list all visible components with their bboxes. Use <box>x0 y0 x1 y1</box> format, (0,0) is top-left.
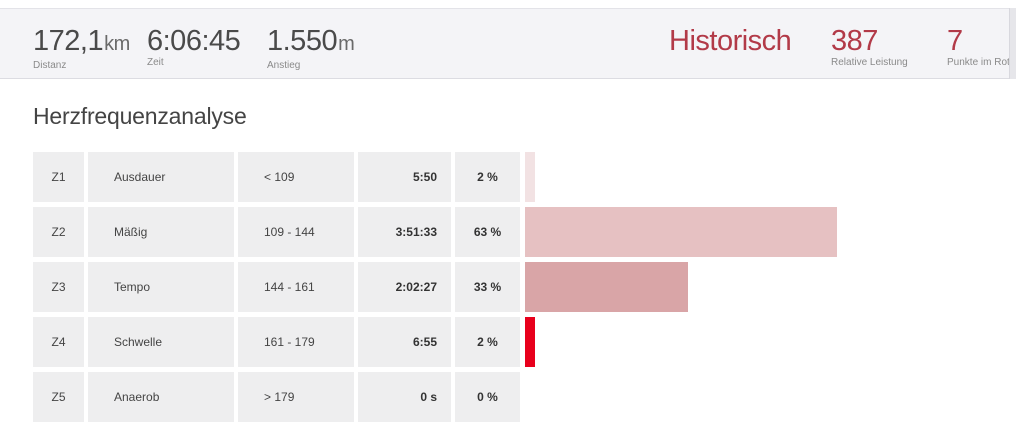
zone-time: 5:50 <box>358 152 451 202</box>
zone-bar <box>525 317 535 367</box>
zone-time: 6:55 <box>358 317 451 367</box>
zone-id: Z2 <box>33 207 84 257</box>
red-points-value: 7 <box>947 26 963 57</box>
distance-unit: km <box>104 33 130 55</box>
section-title: Herzfrequenzanalyse <box>33 103 247 129</box>
time-value: 6:06:45 <box>147 25 241 57</box>
historic-stat: Historisch <box>669 25 792 57</box>
time-stat: 6:06:45 Zeit <box>147 25 241 68</box>
zone-bpm-range: 161 - 179 <box>238 317 354 367</box>
relative-effort-label: Relative Leistung <box>831 57 908 68</box>
historic-value: Historisch <box>669 25 792 57</box>
zone-bar <box>525 262 688 312</box>
scrollbar-edge[interactable] <box>1009 8 1016 79</box>
zone-percent: 0 % <box>455 372 520 422</box>
activity-stats-bar: 172,1km Distanz 6:06:45 Zeit 1.550m Anst… <box>0 8 1016 79</box>
relative-effort-value: 387 <box>831 25 878 57</box>
climb-stat: 1.550m Anstieg <box>267 25 355 71</box>
zone-percent: 2 % <box>455 317 520 367</box>
zone-id: Z4 <box>33 317 84 367</box>
zone-name: Ausdauer <box>88 152 234 202</box>
zone-id: Z3 <box>33 262 84 312</box>
zone-row: Z2 Mäßig 109 - 144 3:51:33 63 % <box>33 207 1016 262</box>
zone-percent: 63 % <box>455 207 520 257</box>
zone-bar <box>525 152 535 202</box>
zone-id: Z1 <box>33 152 84 202</box>
time-label: Zeit <box>147 57 164 68</box>
zone-time: 3:51:33 <box>358 207 451 257</box>
red-points-label: Punkte im Rot <box>947 57 1009 68</box>
zone-bpm-range: 109 - 144 <box>238 207 354 257</box>
zone-bpm-range: 144 - 161 <box>238 262 354 312</box>
distance-value: 172,1 <box>33 25 104 57</box>
zone-name: Anaerob <box>88 372 234 422</box>
distance-label: Distanz <box>33 60 67 71</box>
zone-bpm-range: > 179 <box>238 372 354 422</box>
distance-stat: 172,1km Distanz <box>33 26 130 71</box>
zone-row: Z1 Ausdauer < 109 5:50 2 % <box>33 152 1016 207</box>
heart-rate-zones-table: Z1 Ausdauer < 109 5:50 2 % Z2 Mäßig 109 … <box>33 152 1016 427</box>
zone-percent: 2 % <box>455 152 520 202</box>
relative-effort-stat: 387 Relative Leistung <box>831 26 908 68</box>
zone-id: Z5 <box>33 372 84 422</box>
zone-bar <box>525 207 837 257</box>
zone-row: Z3 Tempo 144 - 161 2:02:27 33 % <box>33 262 1016 317</box>
zone-row: Z4 Schwelle 161 - 179 6:55 2 % <box>33 317 1016 372</box>
zone-bpm-range: < 109 <box>238 152 354 202</box>
zone-row: Z5 Anaerob > 179 0 s 0 % <box>33 372 1016 427</box>
zone-time: 2:02:27 <box>358 262 451 312</box>
zone-name: Tempo <box>88 262 234 312</box>
zone-name: Schwelle <box>88 317 234 367</box>
climb-value: 1.550 <box>267 25 338 57</box>
red-points-stat: 7 Punkte im Rot <box>947 26 1009 68</box>
zone-percent: 33 % <box>455 262 520 312</box>
zone-time: 0 s <box>358 372 451 422</box>
climb-unit: m <box>338 33 355 55</box>
climb-label: Anstieg <box>267 60 301 71</box>
zone-name: Mäßig <box>88 207 234 257</box>
